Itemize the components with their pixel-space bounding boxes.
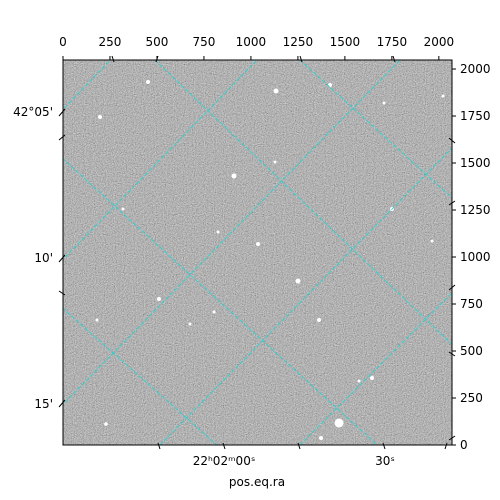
stars xyxy=(95,80,445,440)
y-tick-label: 1250 xyxy=(460,203,491,217)
x-tick-label: 1750 xyxy=(377,35,408,49)
x-tick-label: 1250 xyxy=(283,35,314,49)
x-tick-label: 0 xyxy=(59,35,67,49)
x-tick-label: 250 xyxy=(99,35,122,49)
image-noise xyxy=(63,60,452,445)
y-tick-label: 1500 xyxy=(460,156,491,170)
dec-label: 10' xyxy=(34,251,53,265)
x-tick-label: 500 xyxy=(146,35,169,49)
y-tick-label: 750 xyxy=(460,297,483,311)
x-tick-label: 2000 xyxy=(424,35,455,49)
x-tick-label: 1500 xyxy=(330,35,361,49)
ra-label: 30ˢ xyxy=(375,454,395,468)
grid-line xyxy=(159,147,452,445)
x-axis-label: pos.eq.ra xyxy=(229,475,285,489)
y-tick-label: 2000 xyxy=(460,62,491,76)
y-tick-label: 1000 xyxy=(460,250,491,264)
x-tick-label: 750 xyxy=(192,35,215,49)
grid-line xyxy=(299,292,452,445)
y-tick-label: 500 xyxy=(460,344,483,358)
grid-line xyxy=(63,60,258,261)
x-tick-label: 1000 xyxy=(236,35,267,49)
grid-line xyxy=(63,60,111,111)
grid-line xyxy=(63,60,401,406)
grid-line xyxy=(63,307,218,445)
wcs-ticks xyxy=(58,55,456,450)
ra-label: 22ʰ02ᵐ00ˢ xyxy=(193,454,256,468)
dec-label: 42°05' xyxy=(13,105,53,119)
grid-line xyxy=(154,60,452,346)
y-tick-label: 1750 xyxy=(460,109,491,123)
frame xyxy=(62,59,453,446)
y-tick-label: 0 xyxy=(460,438,468,452)
dec-label: 15' xyxy=(34,397,53,411)
y-tick-label: 250 xyxy=(460,391,483,405)
coordinate-grid xyxy=(63,60,452,445)
